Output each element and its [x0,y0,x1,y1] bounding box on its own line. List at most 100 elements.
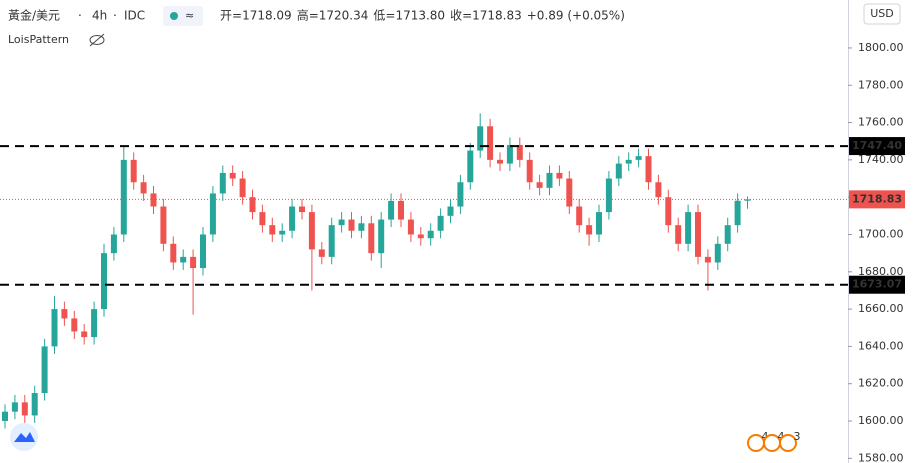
candle-body [150,193,157,207]
quote-value: 1718.83 [472,9,522,23]
candle-body [358,223,365,231]
last-price-tag [849,190,905,209]
candle-body [625,159,632,164]
candle-body [724,225,731,244]
candle-body [467,150,474,183]
candle-body [200,234,206,269]
candle-body [81,331,88,338]
candle-body [704,256,711,263]
quote-value: 1713.80 [395,9,445,23]
event-badge [779,434,797,452]
candle-body [635,156,642,160]
candle-body [140,182,147,194]
candle-body [744,199,751,201]
candle-body [299,206,305,213]
candle-body [605,178,612,213]
header: 黃金/美元 · 4h · IDC ≈ LoisPattern 开= 1718.09… [8,6,625,47]
candle-body [536,182,543,188]
currency-box[interactable] [863,3,901,25]
visibility-toggle[interactable] [89,33,105,47]
candle-body [71,318,78,332]
candle-body [279,230,286,235]
candle-body [338,219,345,226]
eye-icon [89,35,105,45]
candle-body [714,243,721,263]
candle-body [101,253,107,310]
candle-body [388,200,395,220]
eye-slash [89,33,105,47]
candle-body [249,197,256,213]
candle-body [447,206,454,216]
y-tick-label: 1600.00 [858,414,904,427]
indicator-name: LoisPattern [8,33,69,46]
candle-body [229,172,236,179]
candle-body [497,159,503,164]
candle-body [328,225,335,257]
quote-value: 1720.34 [319,9,369,23]
currency: USD [870,7,894,20]
separator: · [113,9,117,23]
plot [2,113,751,429]
candle-body [2,411,8,422]
candle-body [219,172,226,194]
candle-body [259,212,266,226]
status-icon: ≈ [185,9,194,22]
quote-label: 低= [373,9,395,23]
candle-body [566,178,573,207]
candle-body [437,215,444,231]
y-tick-label: 1620.00 [858,377,904,390]
event-count: 3 [794,430,801,443]
logo-mark [14,432,35,442]
candle-body [477,126,484,151]
status-badge[interactable] [163,6,203,26]
y-tick-label: 1780.00 [858,78,904,91]
last-price-label: 1718.83 [852,192,902,205]
candle-body [318,249,325,257]
candle-body [407,219,414,235]
candle-body [665,197,672,226]
candle-body [170,243,177,263]
candle-body [91,309,98,338]
candle-body [576,206,583,226]
candle-body [685,212,692,244]
level-tag [849,275,905,294]
y-tick-label: 1760.00 [858,116,904,129]
candle-body [120,159,127,235]
candle-body [675,225,682,244]
candle-body [516,144,523,160]
y-tick-label: 1660.00 [858,302,904,315]
candle-body [110,234,117,254]
candle-body [695,212,701,257]
candle-body [586,225,593,235]
candle-body [457,182,464,207]
separator: · [78,9,82,23]
candle-body [417,234,424,239]
candle-body [348,219,355,231]
quote-label: 开= [220,9,242,23]
event-count: 4 [778,430,785,443]
quote-change: +0.89 (+0.05%) [527,9,625,23]
event-count: 4 [762,430,769,443]
y-tick-label: 1700.00 [858,227,904,240]
candle-body [190,256,197,269]
candle-body [239,178,246,198]
candle-body [427,230,434,239]
y-tick-label: 1800.00 [858,41,904,54]
y-tick-label: 1640.00 [858,339,904,352]
candle-body [308,212,315,250]
symbol: 黃金/美元 [8,8,60,23]
candle-body [209,193,216,235]
candle-body [596,212,602,235]
candle-body [556,172,563,179]
candle-body [655,182,662,198]
y-tick-label: 1740.00 [858,153,904,166]
candle-body [269,225,276,235]
level-label: 1747.40 [852,139,902,152]
candle-body [51,309,58,347]
candle-body [734,200,741,226]
level-label: 1673.07 [852,278,902,291]
y-tick-label: 1580.00 [858,451,904,463]
candle-body [11,402,18,412]
